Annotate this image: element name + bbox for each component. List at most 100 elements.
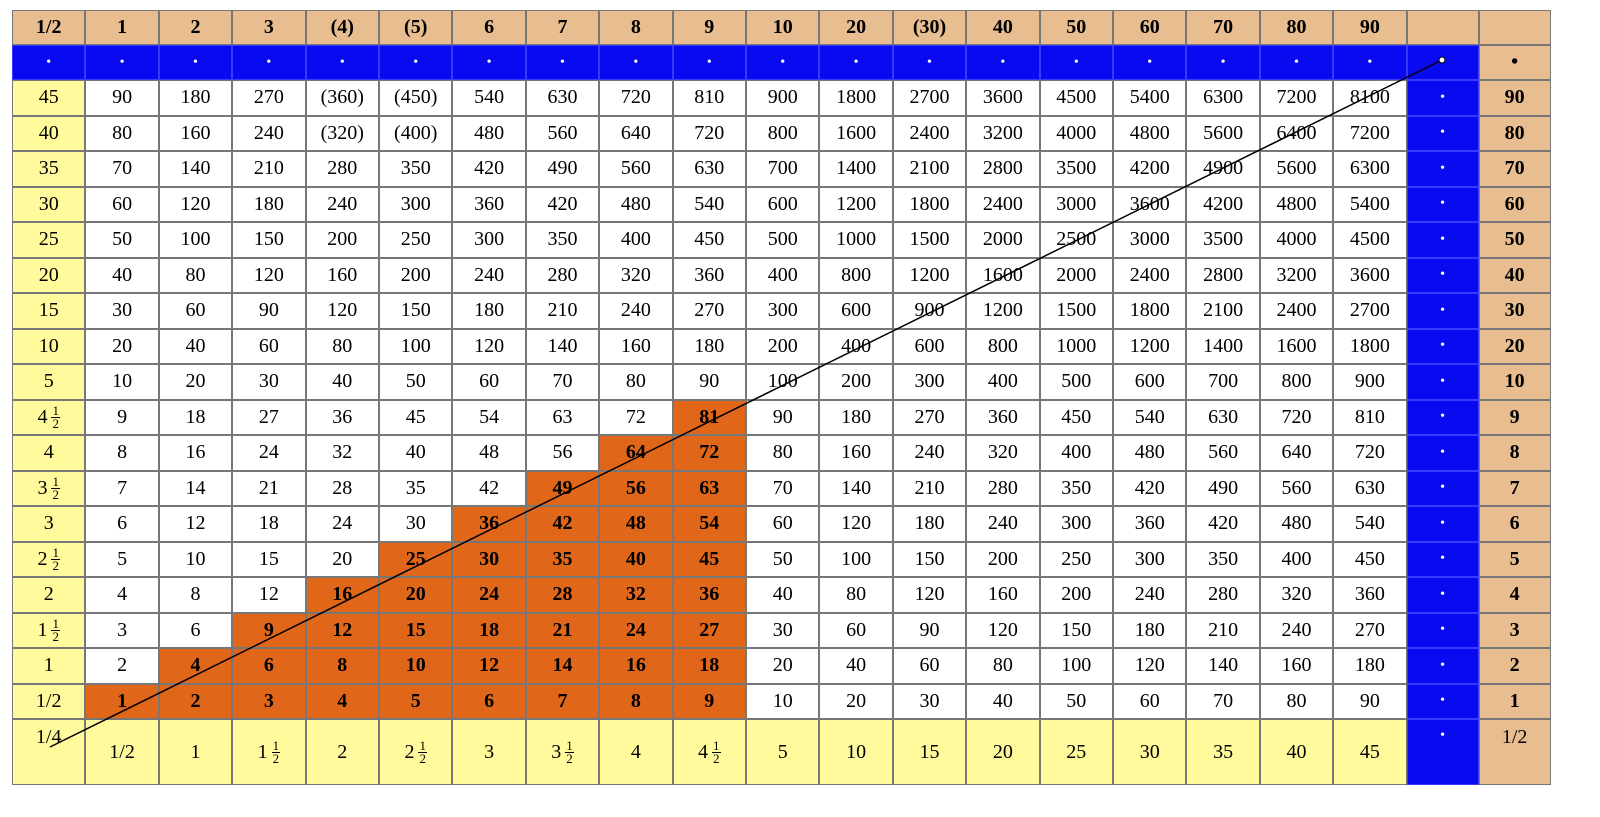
right-label-cell: 80 xyxy=(1478,115,1551,151)
dot-cell: • xyxy=(1406,115,1479,151)
product-cell-highlighted: 14 xyxy=(525,648,600,684)
product-cell: 40 xyxy=(746,577,820,613)
product-cell: 630 xyxy=(672,151,746,187)
product-cell: 20 xyxy=(85,328,159,364)
product-cell: 420 xyxy=(1113,470,1187,506)
product-cell: 15 xyxy=(232,541,306,577)
product-cell: 300 xyxy=(746,293,820,329)
right-label-cell: 20 xyxy=(1478,328,1551,364)
bottom-label-cell: 45 xyxy=(1333,719,1407,785)
dot-cell: • xyxy=(379,45,453,80)
product-cell: 400 xyxy=(966,364,1040,400)
bottom-label-cell: 10 xyxy=(819,719,893,785)
product-cell: 5400 xyxy=(1333,186,1407,222)
header-cell: 6 xyxy=(452,10,526,45)
product-cell: 180 xyxy=(158,80,233,116)
dot-cell: • xyxy=(1406,683,1479,719)
product-cell: 810 xyxy=(672,80,746,116)
product-cell: 12 xyxy=(158,506,233,542)
header-cell: 3 xyxy=(232,10,306,45)
left-label-cell: 3 xyxy=(12,506,86,542)
product-cell: 3500 xyxy=(1186,222,1260,258)
product-cell: 8 xyxy=(158,577,233,613)
product-cell-highlighted: 49 xyxy=(525,470,600,506)
product-cell: 48 xyxy=(452,435,526,471)
product-cell-highlighted: 9 xyxy=(672,683,746,719)
product-cell: 40 xyxy=(85,257,159,293)
product-cell: 120 xyxy=(158,186,233,222)
product-cell: 160 xyxy=(599,328,673,364)
product-cell: 160 xyxy=(305,257,379,293)
product-cell: 100 xyxy=(819,541,893,577)
left-label-cell: 40 xyxy=(12,115,86,151)
product-cell: 120 xyxy=(452,328,526,364)
product-cell: 300 xyxy=(379,186,453,222)
dot-cell: • xyxy=(746,45,820,80)
product-cell: 480 xyxy=(452,115,526,151)
product-cell: 2400 xyxy=(1113,257,1187,293)
product-cell: 60 xyxy=(85,186,159,222)
bottom-right-corner-cell: 1/2 xyxy=(1478,719,1551,785)
product-cell: 60 xyxy=(158,293,233,329)
product-cell: 6400 xyxy=(1259,115,1334,151)
product-cell: 900 xyxy=(746,80,820,116)
product-cell: 490 xyxy=(1186,470,1260,506)
product-cell: 810 xyxy=(1333,399,1407,435)
diagonal-line xyxy=(49,59,1443,748)
left-label-cell: 5 xyxy=(12,364,86,400)
product-cell: 90 xyxy=(746,399,820,435)
product-cell: 800 xyxy=(746,115,820,151)
dot-cell: • xyxy=(452,45,526,80)
dot-cell: • xyxy=(1406,328,1479,364)
diagonal-line-endpoint xyxy=(1438,56,1446,64)
dot-cell: • xyxy=(1406,612,1479,648)
product-cell: 50 xyxy=(1039,683,1113,719)
product-cell-highlighted: 16 xyxy=(599,648,673,684)
product-cell-highlighted: 45 xyxy=(672,541,746,577)
product-cell: 240 xyxy=(232,115,306,151)
product-cell: 540 xyxy=(672,186,746,222)
product-cell: 2100 xyxy=(1186,293,1260,329)
product-cell: 1800 xyxy=(819,80,893,116)
product-cell: 2400 xyxy=(892,115,967,151)
product-cell: 180 xyxy=(452,293,526,329)
product-cell: 4200 xyxy=(1113,151,1187,187)
product-cell: 140 xyxy=(525,328,600,364)
header-cell-empty xyxy=(1406,10,1479,45)
product-cell: 3000 xyxy=(1039,186,1113,222)
left-label-cell: 2 xyxy=(12,577,86,613)
dot-cell: • xyxy=(1406,470,1479,506)
product-cell-highlighted: 16 xyxy=(305,577,379,613)
product-cell: 1400 xyxy=(819,151,893,187)
product-cell: 70 xyxy=(746,470,820,506)
product-cell: 500 xyxy=(746,222,820,258)
product-cell: 420 xyxy=(1186,506,1260,542)
product-cell: 160 xyxy=(1259,648,1334,684)
product-cell: 720 xyxy=(672,115,746,151)
product-cell-highlighted: 24 xyxy=(599,612,673,648)
dot-cell: • xyxy=(599,45,673,80)
product-cell: 640 xyxy=(1259,435,1334,471)
left-label-cell: 1/2 xyxy=(12,683,86,719)
header-cell: 80 xyxy=(1259,10,1334,45)
product-cell: 72 xyxy=(599,399,673,435)
product-cell: 4800 xyxy=(1259,186,1334,222)
product-cell: 450 xyxy=(1333,541,1407,577)
product-cell: 2400 xyxy=(1259,293,1334,329)
product-cell: (320) xyxy=(305,115,379,151)
product-cell: 21 xyxy=(232,470,306,506)
product-cell: 200 xyxy=(379,257,453,293)
product-cell: 1800 xyxy=(892,186,967,222)
product-cell-highlighted: 8 xyxy=(305,648,379,684)
bottom-label-cell: 2 xyxy=(305,719,379,785)
product-cell: 360 xyxy=(966,399,1040,435)
product-cell: 360 xyxy=(1113,506,1187,542)
product-cell: 360 xyxy=(1333,577,1407,613)
product-cell: 1200 xyxy=(966,293,1040,329)
product-cell: 270 xyxy=(672,293,746,329)
bottom-label-cell: 20 xyxy=(966,719,1040,785)
product-cell: 60 xyxy=(819,612,893,648)
